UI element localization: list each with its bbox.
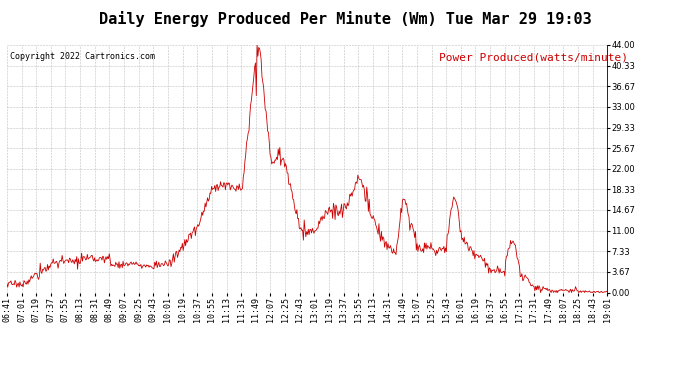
Text: Daily Energy Produced Per Minute (Wm) Tue Mar 29 19:03: Daily Energy Produced Per Minute (Wm) Tu…: [99, 11, 591, 27]
Text: Copyright 2022 Cartronics.com: Copyright 2022 Cartronics.com: [10, 53, 155, 62]
Text: Power Produced(watts/minute): Power Produced(watts/minute): [439, 53, 628, 62]
